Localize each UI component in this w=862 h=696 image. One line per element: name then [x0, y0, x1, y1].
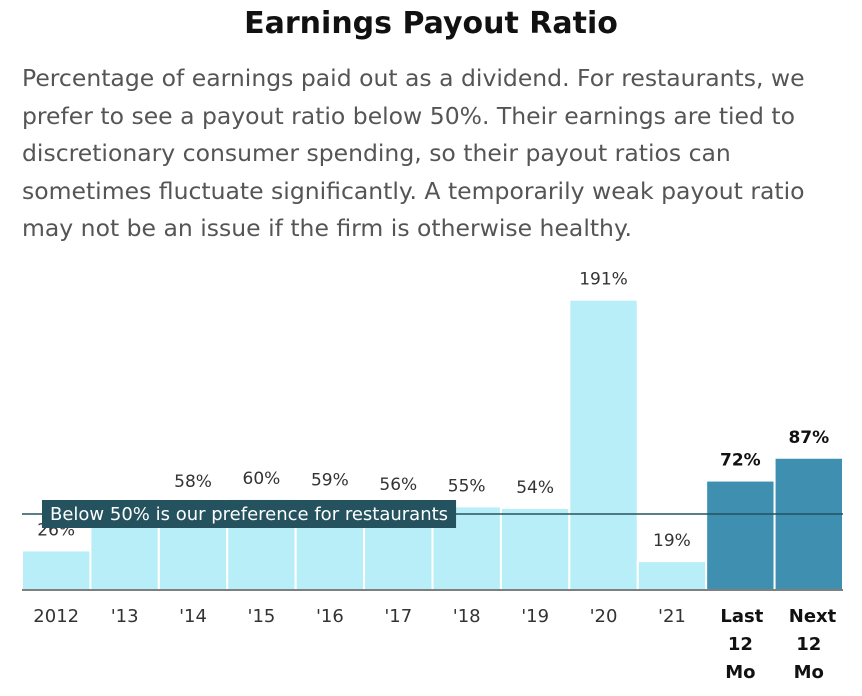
bar [636, 560, 708, 591]
x-tick-label: '14 [179, 606, 207, 627]
chart-title: Earnings Payout Ratio [244, 6, 618, 41]
value-label: 56% [379, 475, 417, 495]
value-label: 19% [653, 531, 691, 551]
value-label: 60% [243, 469, 281, 489]
bar [773, 456, 844, 592]
x-tick-label: '17 [384, 606, 413, 627]
x-tick-label: 2012 [33, 606, 80, 627]
x-tick-label: '19 [521, 606, 550, 627]
value-label: 55% [448, 476, 486, 496]
bar [705, 479, 776, 591]
x-tick-label: '20 [589, 606, 618, 627]
bar [568, 298, 639, 591]
x-tick-label: '13 [110, 606, 139, 627]
chart-subtitle: Percentage of earnings paid out as a div… [22, 64, 805, 243]
value-label: 58% [174, 472, 212, 492]
reference-label: Below 50% is our preference for restaura… [50, 504, 448, 525]
value-label: 54% [516, 478, 554, 498]
bar [499, 506, 571, 592]
x-tick-label: Next 12 Mo [788, 606, 837, 683]
x-tick-label: Last 12 Mo [720, 606, 764, 683]
value-label: 191% [579, 270, 628, 290]
value-label: 87% [788, 428, 829, 448]
bar [21, 549, 92, 591]
reference-label-box [42, 500, 457, 528]
x-tick-label: '21 [658, 606, 686, 627]
value-label: 59% [311, 470, 349, 490]
x-tick-label: '16 [315, 606, 344, 627]
x-tick-label: '18 [452, 606, 481, 627]
x-tick-label: '15 [247, 606, 276, 627]
value-label: 72% [720, 451, 761, 471]
